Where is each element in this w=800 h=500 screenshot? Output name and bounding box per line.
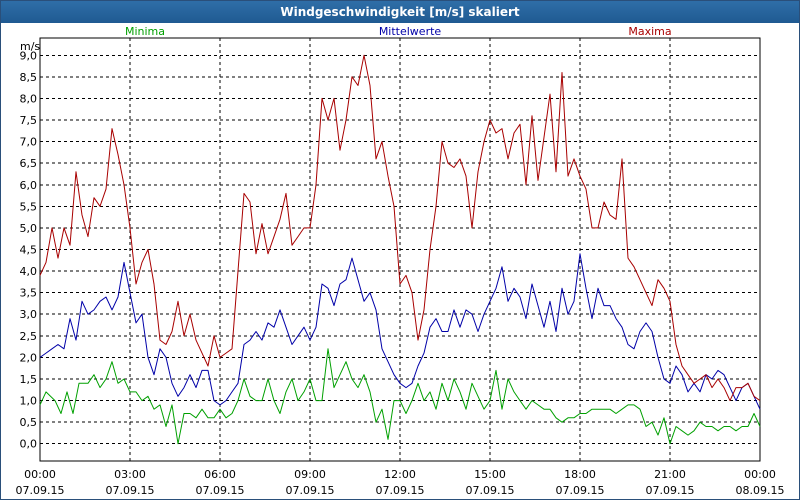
x-tick-time: 00:00 [24,468,56,481]
y-tick-label: 8,5 [20,71,38,84]
y-tick-label: 6,0 [20,179,38,192]
series-line-maxima [39,54,761,402]
x-tick-time: 09:00 [294,468,326,481]
x-tick-time: 00:00 [744,468,776,481]
series-line-mittelwerte [39,253,761,410]
y-tick-label: 4,0 [20,265,38,278]
y-tick-label: 2,5 [20,330,38,343]
y-tick-label: 1,5 [20,373,38,386]
y-tick-label: 1,0 [20,395,38,408]
x-tick-date: 07.09.15 [646,484,695,497]
x-tick-time: 06:00 [204,468,236,481]
legend-mittelwerte: Mittelwerte [379,25,442,38]
y-tick-label: 3,0 [20,308,38,321]
x-tick-date: 07.09.15 [376,484,425,497]
x-tick-date: 07.09.15 [16,484,65,497]
y-tick-label: 9,0 [20,49,38,62]
x-tick-date: 07.09.15 [466,484,515,497]
x-tick-time: 03:00 [114,468,146,481]
y-tick-label: 0,5 [20,416,38,429]
x-tick-date: 08.09.15 [736,484,785,497]
y-tick-label: 7,5 [20,114,38,127]
legend-minima: Minima [125,25,165,38]
x-tick-date: 07.09.15 [286,484,335,497]
x-tick-date: 07.09.15 [556,484,605,497]
chart-title: Windgeschwindigkeit [m/s] skaliert [1,1,799,23]
legend-maxima: Maxima [628,25,671,38]
series-line-minima [39,348,761,445]
y-tick-label: 6,5 [20,157,38,170]
x-tick-date: 07.09.15 [106,484,155,497]
y-tick-label: 7,0 [20,136,38,149]
y-tick-label: 8,0 [20,92,38,105]
y-axis-label: m/s [20,40,40,53]
x-tick-date: 07.09.15 [196,484,245,497]
y-tick-label: 2,0 [20,351,38,364]
x-tick-time: 12:00 [384,468,416,481]
y-tick-label: 0,0 [20,438,38,451]
x-tick-time: 21:00 [654,468,686,481]
y-tick-label: 5,0 [20,222,38,235]
x-tick-time: 15:00 [474,468,506,481]
y-tick-label: 3,5 [20,287,38,300]
y-tick-label: 5,5 [20,200,38,213]
x-tick-time: 18:00 [564,468,596,481]
y-tick-label: 4,5 [20,244,38,257]
